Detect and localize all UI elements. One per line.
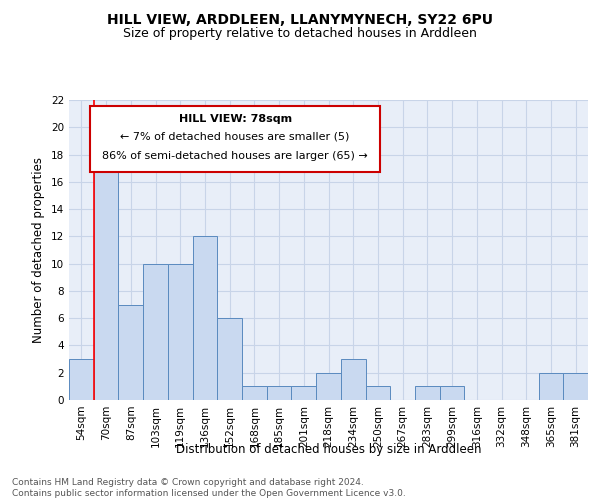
Bar <box>316 372 341 400</box>
Text: Distribution of detached houses by size in Arddleen: Distribution of detached houses by size … <box>176 442 482 456</box>
Bar <box>69 359 94 400</box>
Bar <box>539 372 563 400</box>
Bar <box>341 359 365 400</box>
Text: 86% of semi-detached houses are larger (65) →: 86% of semi-detached houses are larger (… <box>102 151 368 161</box>
Bar <box>94 154 118 400</box>
Text: HILL VIEW, ARDDLEEN, LLANYMYNECH, SY22 6PU: HILL VIEW, ARDDLEEN, LLANYMYNECH, SY22 6… <box>107 12 493 26</box>
Text: ← 7% of detached houses are smaller (5): ← 7% of detached houses are smaller (5) <box>121 132 350 141</box>
Bar <box>143 264 168 400</box>
Bar <box>365 386 390 400</box>
Text: HILL VIEW: 78sqm: HILL VIEW: 78sqm <box>179 114 292 124</box>
FancyBboxPatch shape <box>90 106 380 172</box>
Bar <box>118 304 143 400</box>
Bar <box>217 318 242 400</box>
Bar <box>242 386 267 400</box>
Y-axis label: Number of detached properties: Number of detached properties <box>32 157 46 343</box>
Bar <box>193 236 217 400</box>
Bar <box>415 386 440 400</box>
Text: Contains HM Land Registry data © Crown copyright and database right 2024.
Contai: Contains HM Land Registry data © Crown c… <box>12 478 406 498</box>
Bar <box>563 372 588 400</box>
Bar <box>440 386 464 400</box>
Bar <box>168 264 193 400</box>
Bar <box>292 386 316 400</box>
Bar <box>267 386 292 400</box>
Text: Size of property relative to detached houses in Arddleen: Size of property relative to detached ho… <box>123 28 477 40</box>
